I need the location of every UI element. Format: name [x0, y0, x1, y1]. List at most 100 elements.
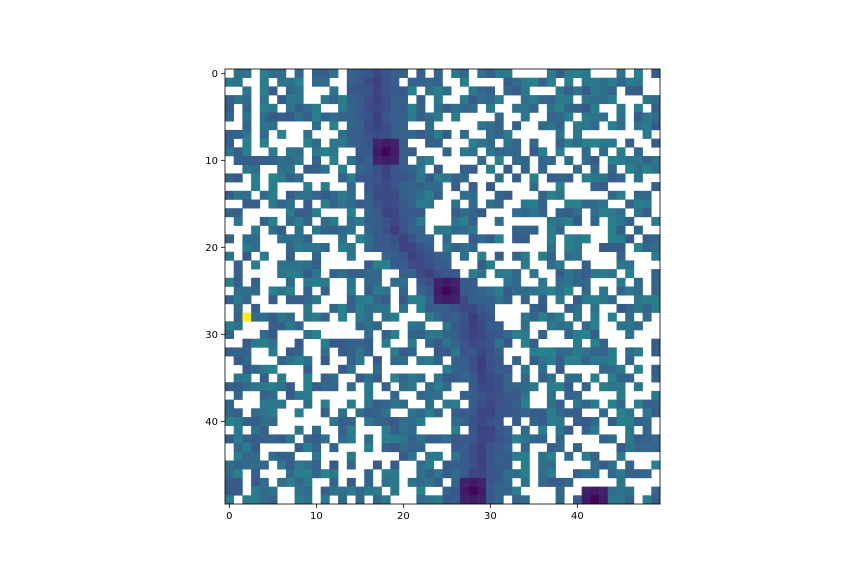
heatmap-cell: [651, 234, 661, 244]
heatmap-cell: [268, 382, 278, 392]
heatmap-cell: [538, 434, 548, 444]
heatmap-cell: [573, 234, 582, 244]
heatmap-cell: [555, 190, 565, 200]
heatmap-cell: [616, 451, 626, 461]
heatmap-cell: [433, 330, 443, 339]
heatmap-cell: [468, 86, 478, 96]
heatmap-cell: [538, 460, 548, 470]
heatmap-cell: [433, 408, 443, 418]
heatmap-cell: [320, 312, 330, 322]
heatmap-cell: [599, 138, 609, 148]
heatmap-cell: [338, 303, 348, 313]
heatmap-cell: [355, 103, 365, 113]
heatmap-cell: [416, 277, 426, 287]
heatmap-cell: [590, 182, 600, 192]
heatmap-cell: [477, 443, 487, 453]
heatmap-cell: [477, 286, 487, 296]
heatmap-cell: [494, 251, 504, 261]
heatmap-cell: [494, 347, 504, 357]
heatmap-cell: [407, 417, 417, 426]
heatmap-cell: [294, 77, 304, 87]
heatmap-cell: [407, 129, 417, 139]
heatmap-cell: [425, 277, 435, 287]
heatmap-cell: [477, 138, 487, 148]
heatmap-cell: [416, 303, 426, 313]
heatmap-cell: [425, 390, 435, 400]
heatmap-cell: [364, 112, 374, 122]
heatmap-cell: [451, 425, 461, 435]
heatmap-cell: [425, 495, 435, 505]
heatmap-cell: [433, 295, 443, 305]
heatmap-cell: [468, 477, 478, 487]
heatmap-cell: [312, 469, 321, 479]
heatmap-cell: [616, 173, 626, 183]
heatmap-cell: [573, 103, 582, 113]
heatmap-cell: [329, 469, 339, 479]
heatmap-cell: [633, 417, 643, 426]
plot-frame: [224, 68, 661, 505]
heatmap-cell: [573, 330, 582, 339]
heatmap-cell: [407, 269, 417, 279]
heatmap-cell: [486, 147, 495, 157]
heatmap-cell: [407, 251, 417, 261]
heatmap-cell: [442, 347, 452, 357]
heatmap-cell: [259, 417, 269, 426]
heatmap-cell: [390, 208, 400, 218]
heatmap-cell: [225, 460, 234, 470]
heatmap-cell: [477, 486, 487, 496]
heatmap-cell: [538, 295, 548, 305]
heatmap-cell: [303, 216, 313, 226]
heatmap-cell: [451, 112, 461, 122]
heatmap-cell: [372, 234, 382, 244]
heatmap-cell: [407, 434, 417, 444]
heatmap-cell: [590, 303, 600, 313]
heatmap-cell: [494, 434, 504, 444]
heatmap-cell: [416, 129, 426, 139]
heatmap-cell: [381, 234, 391, 244]
heatmap-cell: [425, 408, 435, 418]
heatmap-cell: [407, 321, 417, 331]
heatmap-cell: [251, 243, 261, 252]
heatmap-cell: [520, 95, 530, 105]
heatmap-cell: [381, 425, 391, 435]
heatmap-cell: [555, 103, 565, 113]
heatmap-cell: [329, 190, 339, 200]
heatmap-cell: [294, 443, 304, 453]
heatmap-cell: [233, 373, 243, 383]
heatmap-cell: [355, 486, 365, 496]
heatmap-cell: [538, 312, 548, 322]
heatmap-cell: [625, 138, 635, 148]
heatmap-cell: [625, 425, 635, 435]
heatmap-cell: [590, 373, 600, 383]
heatmap-cell: [477, 208, 487, 218]
heatmap-cell: [581, 147, 591, 157]
heatmap-cell: [416, 460, 426, 470]
heatmap-cell: [433, 260, 443, 270]
heatmap-cell: [425, 434, 435, 444]
heatmap-cell: [312, 312, 321, 322]
heatmap-cell: [425, 199, 435, 209]
heatmap-cell: [564, 199, 574, 209]
heatmap-cell: [233, 277, 243, 287]
heatmap-cell: [381, 173, 391, 183]
heatmap-cell: [494, 190, 504, 200]
heatmap-cell: [303, 234, 313, 244]
heatmap-cell: [225, 147, 234, 157]
heatmap-cell: [399, 277, 408, 287]
heatmap-cell: [407, 425, 417, 435]
heatmap-cell: [399, 243, 408, 252]
heatmap-cell: [599, 173, 609, 183]
heatmap-cell: [555, 364, 565, 374]
heatmap-cell: [251, 199, 261, 209]
heatmap-cell: [277, 382, 287, 392]
heatmap-cell: [355, 138, 365, 148]
heatmap-cell: [468, 321, 478, 331]
heatmap-cell: [294, 86, 304, 96]
heatmap-cell: [520, 103, 530, 113]
heatmap-cell: [546, 321, 556, 331]
heatmap-cell: [416, 208, 426, 218]
heatmap-cell: [581, 495, 591, 505]
heatmap-cell: [555, 260, 565, 270]
heatmap-cell: [372, 86, 382, 96]
heatmap-cell: [442, 147, 452, 157]
